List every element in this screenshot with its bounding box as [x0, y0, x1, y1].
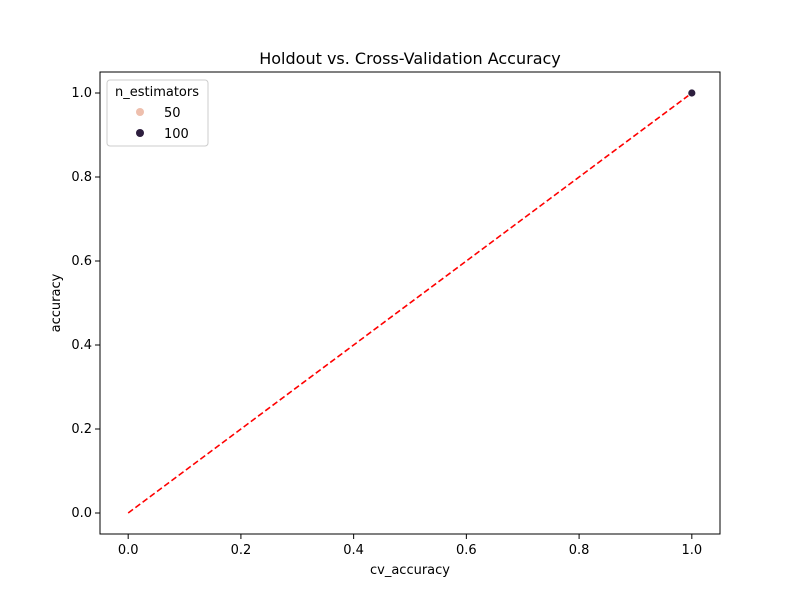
y-axis-label: accuracy	[49, 273, 64, 332]
chart-title: Holdout vs. Cross-Validation Accuracy	[259, 49, 561, 68]
y-tick-label: 0.6	[71, 254, 92, 269]
scatter-point-100	[687, 88, 697, 98]
reference-diagonal-line	[127, 92, 693, 514]
x-tick-label: 0.6	[456, 543, 477, 558]
y-tick-label: 0.2	[71, 422, 92, 437]
x-tick-label: 1.0	[681, 543, 702, 558]
x-tick-label: 0.0	[118, 543, 139, 558]
plot-frame	[99, 71, 721, 535]
legend-marker-50	[136, 108, 144, 116]
x-tick-label: 0.8	[569, 543, 590, 558]
legend-label-50: 50	[164, 106, 181, 121]
x-tick-label: 0.2	[231, 543, 252, 558]
legend-label-100: 100	[164, 127, 189, 142]
legend: n_estimators 50 100	[106, 79, 209, 147]
legend-title: n_estimators	[115, 85, 199, 100]
reference-line-layer	[127, 92, 693, 514]
x-axis-label: cv_accuracy	[370, 563, 450, 578]
legend-box	[106, 79, 209, 147]
x-axis: 0.0 0.2 0.4 0.6 0.8 1.0	[118, 534, 702, 558]
y-tick-label: 0.8	[71, 170, 92, 185]
y-tick-label: 0.0	[71, 506, 92, 521]
y-tick-label: 0.4	[71, 338, 92, 353]
points-layer	[687, 88, 697, 98]
plot-area	[99, 71, 721, 535]
x-tick-label: 0.4	[343, 543, 364, 558]
y-axis: 0.0 0.2 0.4 0.6 0.8 1.0	[71, 86, 100, 521]
y-tick-label: 1.0	[71, 86, 92, 101]
legend-marker-100	[136, 129, 144, 137]
